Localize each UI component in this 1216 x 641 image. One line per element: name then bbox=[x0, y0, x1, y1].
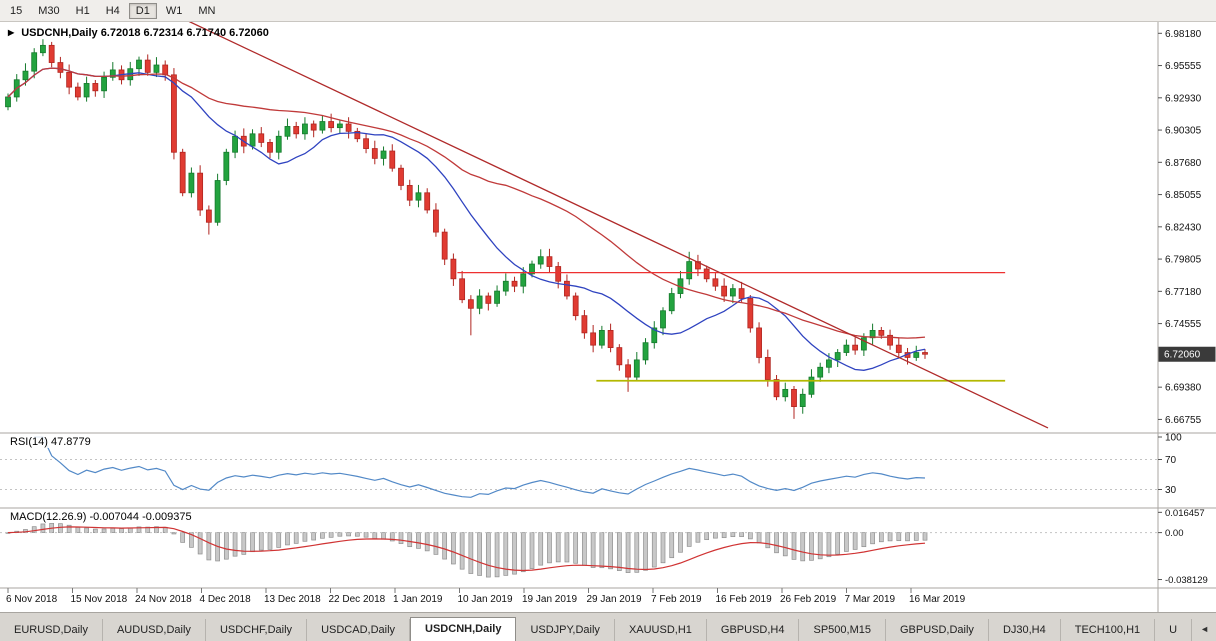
price-axis-label: 6.92930 bbox=[1165, 93, 1202, 104]
date-axis: 6 Nov 2018 15 Nov 2018 24 Nov 2018 4 Dec 20… bbox=[0, 589, 1158, 612]
chart-ohlc-values: 6.72018 6.72314 6.71740 6.72060 bbox=[100, 27, 269, 39]
price-axis-label: 6.82430 bbox=[1165, 222, 1202, 233]
descending-trendline[interactable] bbox=[150, 22, 1049, 429]
date-axis-label: 7 Feb 2019 bbox=[651, 594, 702, 605]
ma-fast-line bbox=[7, 67, 926, 371]
rsi-indicator-label: RSI(14) 47.8779 bbox=[8, 436, 93, 448]
current-price-badge bbox=[1158, 346, 1216, 362]
price-axis-label: 6.85055 bbox=[1165, 190, 1202, 201]
date-axis-label: 6 Nov 2018 bbox=[6, 594, 58, 605]
timeframe-button-h1[interactable]: H1 bbox=[69, 3, 97, 19]
chart-tab-gbpusd-daily[interactable]: GBPUSD,Daily bbox=[886, 619, 989, 641]
date-axis-label: 1 Jan 2019 bbox=[393, 594, 443, 605]
rsi-axis-label: 70 bbox=[1165, 455, 1177, 466]
chart-marker-icon: ▶ bbox=[8, 28, 15, 37]
chart-tab-usdchf-daily[interactable]: USDCHF,Daily bbox=[206, 619, 308, 641]
current-price-text: 6.72060 bbox=[1164, 350, 1201, 361]
date-axis-label: 16 Mar 2019 bbox=[909, 594, 966, 605]
timeframe-button-15[interactable]: 15 bbox=[3, 3, 29, 19]
price-axis-label: 6.79805 bbox=[1165, 255, 1202, 266]
date-axis-label: 7 Mar 2019 bbox=[844, 594, 896, 605]
macd-indicator-label: MACD(12.26.9) -0.007044 -0.009375 bbox=[8, 511, 194, 523]
chart-title: ▶ USDCNH,Daily 6.72018 6.72314 6.71740 6… bbox=[8, 27, 269, 39]
date-axis-label: 26 Feb 2019 bbox=[780, 594, 837, 605]
rsi-axis-label: 100 bbox=[1165, 433, 1182, 444]
date-axis-label: 22 Dec 2018 bbox=[328, 594, 386, 605]
price-axis-label: 6.66755 bbox=[1165, 415, 1202, 426]
rsi-axis-label: 30 bbox=[1165, 485, 1177, 496]
macd-axis-label: 0.016457 bbox=[1165, 508, 1205, 519]
date-axis-label: 29 Jan 2019 bbox=[586, 594, 642, 605]
timeframe-button-w1[interactable]: W1 bbox=[159, 3, 190, 19]
macd-signal-line bbox=[7, 526, 926, 572]
price-axis-label: 6.69380 bbox=[1165, 383, 1202, 394]
chart-tabs-bar: EURUSD,Daily AUDUSD,Daily USDCHF,Daily USDC… bbox=[0, 612, 1216, 641]
date-axis-label: 10 Jan 2019 bbox=[457, 594, 513, 605]
timeframe-toolbar: 15 M30 H1 H4 D1 W1 MN bbox=[0, 0, 1216, 22]
chart-tab-u[interactable]: U bbox=[1155, 619, 1193, 641]
chart-tab-gbpusd-h4[interactable]: GBPUSD,H4 bbox=[707, 619, 800, 641]
chart-symbol-label: USDCNH,Daily bbox=[21, 27, 98, 39]
date-axis-label: 24 Nov 2018 bbox=[135, 594, 192, 605]
chart-region: 6.98180 6.95555 6.92930 6.90305 6.87680 6.850… bbox=[0, 22, 1216, 612]
ma-slow-line bbox=[7, 67, 926, 339]
macd-axis-label: 0.00 bbox=[1165, 528, 1184, 539]
timeframe-button-mn[interactable]: MN bbox=[191, 3, 222, 19]
chart-tab-xauusd-h1[interactable]: XAUUSD,H1 bbox=[615, 619, 707, 641]
date-axis-label: 13 Dec 2018 bbox=[264, 594, 321, 605]
chart-tab-usdcad-daily[interactable]: USDCAD,Daily bbox=[307, 619, 411, 641]
date-axis-label: 15 Nov 2018 bbox=[70, 594, 128, 605]
timeframe-button-d1[interactable]: D1 bbox=[128, 2, 157, 19]
price-axis-label: 6.98180 bbox=[1165, 29, 1202, 40]
chart-tab-dj30-h4[interactable]: DJ30,H4 bbox=[989, 619, 1061, 641]
macd-histogram bbox=[5, 522, 928, 578]
chart-tab-usdjpy-daily[interactable]: USDJPY,Daily bbox=[516, 619, 615, 641]
main-price-pane bbox=[5, 22, 1049, 429]
timeframe-button-h4[interactable]: H4 bbox=[99, 3, 127, 19]
macd-axis-label: -0.038129 bbox=[1165, 575, 1208, 586]
price-axis-label: 6.77180 bbox=[1165, 287, 1202, 298]
date-axis-label: 19 Jan 2019 bbox=[522, 594, 578, 605]
chart-canvas[interactable]: 6.98180 6.95555 6.92930 6.90305 6.87680 6.850… bbox=[0, 22, 1216, 612]
chart-tab-usdcnh-daily[interactable]: USDCNH,Daily bbox=[410, 617, 517, 641]
chart-tab-audusd-daily[interactable]: AUDUSD,Daily bbox=[103, 619, 206, 641]
price-axis-label: 6.90305 bbox=[1165, 126, 1202, 137]
candlestick-series bbox=[5, 39, 928, 419]
date-axis-label: 16 Feb 2019 bbox=[715, 594, 772, 605]
date-axis-label: 4 Dec 2018 bbox=[199, 594, 251, 605]
price-axis-label: 6.74555 bbox=[1165, 319, 1202, 330]
price-axis-label: 6.87680 bbox=[1165, 158, 1202, 169]
chart-tab-eurusd-daily[interactable]: EURUSD,Daily bbox=[0, 619, 103, 641]
rsi-line bbox=[34, 436, 926, 498]
chart-tab-sp500-m15[interactable]: SP500,M15 bbox=[799, 619, 886, 641]
tab-scroll-left-icon[interactable]: ◄ bbox=[1196, 623, 1213, 635]
timeframe-button-m30[interactable]: M30 bbox=[31, 3, 66, 19]
price-axis-label: 6.95555 bbox=[1165, 61, 1202, 72]
chart-tab-tech100-h1[interactable]: TECH100,H1 bbox=[1061, 619, 1156, 641]
